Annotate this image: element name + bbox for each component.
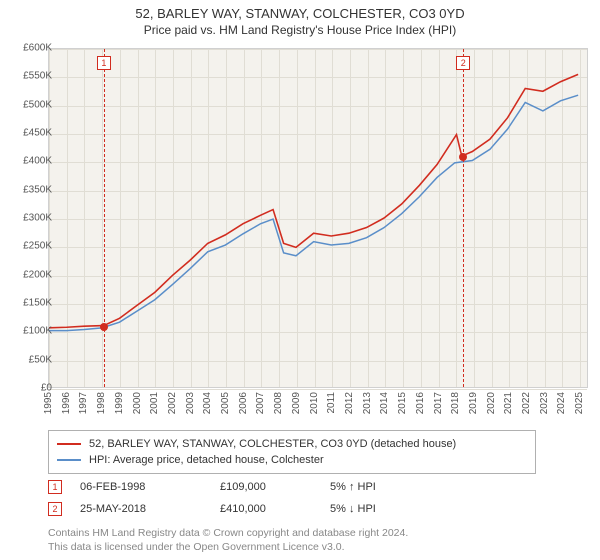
sales-table: 1 06-FEB-1998£109,0005% ↑ HPI 2 25-MAY-2018… bbox=[48, 476, 440, 520]
footnote: Contains HM Land Registry data © Crown c… bbox=[48, 526, 408, 554]
title-block: 52, BARLEY WAY, STANWAY, COLCHESTER, CO3… bbox=[0, 0, 600, 41]
x-axis-label: 2011 bbox=[326, 392, 337, 414]
x-axis-label: 2022 bbox=[521, 392, 532, 414]
x-axis-label: 2001 bbox=[149, 392, 160, 414]
x-axis-label: 2005 bbox=[220, 392, 231, 414]
legend-label: 52, BARLEY WAY, STANWAY, COLCHESTER, CO3… bbox=[89, 436, 456, 452]
title-address: 52, BARLEY WAY, STANWAY, COLCHESTER, CO3… bbox=[0, 6, 600, 21]
legend-item: HPI: Average price, detached house, Colc… bbox=[57, 452, 527, 468]
sale-reference-line bbox=[104, 49, 105, 387]
footnote-line-1: Contains HM Land Registry data © Crown c… bbox=[48, 526, 408, 540]
x-axis-label: 2013 bbox=[362, 392, 373, 414]
x-axis-label: 2009 bbox=[291, 392, 302, 414]
y-axis-label: £300K bbox=[23, 213, 52, 224]
x-axis-label: 2012 bbox=[344, 392, 355, 414]
title-subtitle: Price paid vs. HM Land Registry's House … bbox=[0, 23, 600, 37]
sale-marker: 2 bbox=[456, 56, 470, 70]
footnote-line-2: This data is licensed under the Open Gov… bbox=[48, 540, 408, 554]
y-axis-label: £450K bbox=[23, 128, 52, 139]
x-axis-label: 2016 bbox=[415, 392, 426, 414]
sales-row: 2 25-MAY-2018£410,0005% ↓ HPI bbox=[48, 498, 440, 520]
y-axis-label: £400K bbox=[23, 156, 52, 167]
x-axis-label: 2019 bbox=[468, 392, 479, 414]
chart-container: 52, BARLEY WAY, STANWAY, COLCHESTER, CO3… bbox=[0, 0, 600, 560]
sale-point-dot bbox=[100, 323, 108, 331]
y-axis-label: £600K bbox=[23, 43, 52, 54]
sales-row-diff: 5% ↑ HPI bbox=[330, 481, 440, 493]
x-axis-label: 1996 bbox=[61, 392, 72, 414]
y-axis-label: £100K bbox=[23, 326, 52, 337]
x-axis-label: 2006 bbox=[238, 392, 249, 414]
legend-item: 52, BARLEY WAY, STANWAY, COLCHESTER, CO3… bbox=[57, 436, 527, 452]
x-axis-label: 2014 bbox=[379, 392, 390, 414]
y-axis-label: £350K bbox=[23, 184, 52, 195]
x-axis-label: 2002 bbox=[167, 392, 178, 414]
x-axis-label: 2003 bbox=[185, 392, 196, 414]
sales-row-price: £109,000 bbox=[220, 481, 330, 493]
x-axis-label: 2024 bbox=[556, 392, 567, 414]
x-axis-label: 1995 bbox=[43, 392, 54, 414]
y-axis-label: £550K bbox=[23, 71, 52, 82]
legend: 52, BARLEY WAY, STANWAY, COLCHESTER, CO3… bbox=[48, 430, 536, 474]
sale-marker: 1 bbox=[97, 56, 111, 70]
sale-point-dot bbox=[459, 153, 467, 161]
x-axis-label: 2023 bbox=[539, 392, 550, 414]
y-axis-label: £250K bbox=[23, 241, 52, 252]
x-axis-label: 2025 bbox=[574, 392, 585, 414]
x-axis-label: 2020 bbox=[486, 392, 497, 414]
x-axis-label: 1997 bbox=[78, 392, 89, 414]
x-axis-label: 2015 bbox=[397, 392, 408, 414]
series-price_paid bbox=[49, 74, 578, 328]
x-axis-label: 2018 bbox=[450, 392, 461, 414]
x-axis-label: 2008 bbox=[273, 392, 284, 414]
sales-row-price: £410,000 bbox=[220, 503, 330, 515]
x-axis-label: 2004 bbox=[202, 392, 213, 414]
plot-area: 12 bbox=[48, 48, 588, 388]
sales-row-marker: 2 bbox=[48, 502, 62, 516]
sales-row-date: 25-MAY-2018 bbox=[80, 503, 220, 515]
line-series-svg bbox=[49, 49, 587, 387]
sales-row: 1 06-FEB-1998£109,0005% ↑ HPI bbox=[48, 476, 440, 498]
sale-reference-line bbox=[463, 49, 464, 387]
x-axis-label: 2021 bbox=[503, 392, 514, 414]
gridline-h bbox=[49, 389, 587, 390]
y-axis-label: £150K bbox=[23, 298, 52, 309]
x-axis-label: 1999 bbox=[114, 392, 125, 414]
sales-row-diff: 5% ↓ HPI bbox=[330, 503, 440, 515]
legend-label: HPI: Average price, detached house, Colc… bbox=[89, 452, 324, 468]
x-axis-label: 2000 bbox=[132, 392, 143, 414]
series-hpi bbox=[49, 95, 578, 330]
sales-row-marker: 1 bbox=[48, 480, 62, 494]
x-axis-label: 2007 bbox=[255, 392, 266, 414]
legend-swatch bbox=[57, 443, 81, 445]
x-axis-label: 2010 bbox=[309, 392, 320, 414]
x-axis-label: 1998 bbox=[96, 392, 107, 414]
x-axis-label: 2017 bbox=[433, 392, 444, 414]
y-axis-label: £500K bbox=[23, 99, 52, 110]
y-axis-label: £50K bbox=[29, 354, 52, 365]
sales-row-date: 06-FEB-1998 bbox=[80, 481, 220, 493]
y-axis-label: £200K bbox=[23, 269, 52, 280]
legend-swatch bbox=[57, 459, 81, 461]
